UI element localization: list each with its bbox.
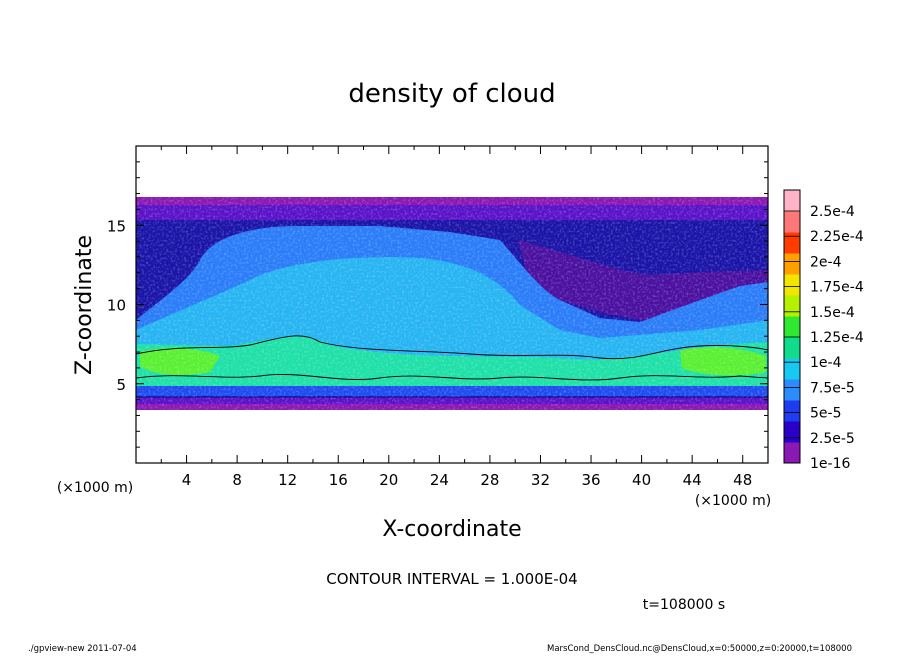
x-tick-label: 12 xyxy=(278,471,297,489)
colorbar-swatch xyxy=(784,253,800,275)
x-tick-label: 16 xyxy=(329,471,348,489)
colorbar-swatch xyxy=(784,358,800,380)
x-tick-label: 36 xyxy=(581,471,600,489)
x-unit-label-left: (×1000 m) xyxy=(57,480,133,496)
x-tick-label: 20 xyxy=(379,471,398,489)
x-tick-label: 24 xyxy=(430,471,449,489)
contour-line-lower xyxy=(136,374,768,381)
colorbar-swatch xyxy=(784,190,800,212)
colorbar-swatch xyxy=(784,295,800,317)
density-field xyxy=(136,197,768,410)
colorbar: 1e-16 2.5e-5 5e-5 7.5e-5 1e-4 1.25e-4 1.5e-4 1.… xyxy=(783,189,864,472)
y-tick-label: 5 xyxy=(116,376,126,394)
y-axis-title: Z-coordinate xyxy=(72,235,97,375)
x-tick-label: 8 xyxy=(232,471,242,489)
colorbar-swatch xyxy=(784,337,800,359)
colorbar-swatch xyxy=(784,232,800,254)
footer-left: ./gpview-new 2011-07-04 xyxy=(28,644,137,654)
footer-right: MarsCond_DensCloud.nc@DensCloud,x=0:5000… xyxy=(547,644,852,654)
time-label: t=108000 s xyxy=(643,597,725,613)
x-tick-label: 48 xyxy=(733,471,752,489)
colorbar-label: 7.5e-5 xyxy=(810,380,855,396)
colorbar-label: 1.5e-4 xyxy=(810,305,855,321)
y-axis-ticks: 5 10 15 xyxy=(107,161,768,448)
x-tick-label: 28 xyxy=(480,471,499,489)
colorbar-swatch xyxy=(784,211,800,233)
colorbar-label: 1e-4 xyxy=(810,355,842,371)
colorbar-swatch xyxy=(784,316,800,338)
colorbar-label: 2.5e-4 xyxy=(810,204,855,220)
colorbar-label: 1.75e-4 xyxy=(810,280,864,296)
x-tick-label: 4 xyxy=(182,471,192,489)
y-tick-label: 15 xyxy=(107,217,126,235)
x-axis-title: X-coordinate xyxy=(382,517,521,542)
chart-title: density of cloud xyxy=(348,79,555,109)
x-axis-ticks: 4 8 12 16 20 24 28 32 36 40 44 48 xyxy=(160,146,752,489)
contour-line-upper xyxy=(136,335,768,360)
colorbar-label: 1e-16 xyxy=(810,456,850,472)
colorbar-swatch xyxy=(784,379,800,401)
x-tick-label: 32 xyxy=(531,471,550,489)
colorbar-swatch xyxy=(784,442,800,464)
colorbar-label: 2e-4 xyxy=(810,254,842,270)
contour-interval-label: CONTOUR INTERVAL = 1.000E-04 xyxy=(326,570,577,588)
colorbar-label: 2.5e-5 xyxy=(810,431,855,447)
x-tick-label: 40 xyxy=(632,471,651,489)
x-tick-label: 44 xyxy=(683,471,702,489)
x-unit-label-right: (×1000 m) xyxy=(695,493,771,509)
colorbar-label: 2.25e-4 xyxy=(810,229,864,245)
y-tick-label: 10 xyxy=(107,297,126,315)
colorbar-label: 5e-5 xyxy=(810,406,841,422)
colorbar-swatch xyxy=(784,400,800,422)
cloud-texture xyxy=(136,197,768,410)
colorbar-swatch xyxy=(784,274,800,296)
colorbar-swatch xyxy=(784,421,800,443)
colorbar-label: 1.25e-4 xyxy=(810,330,864,346)
